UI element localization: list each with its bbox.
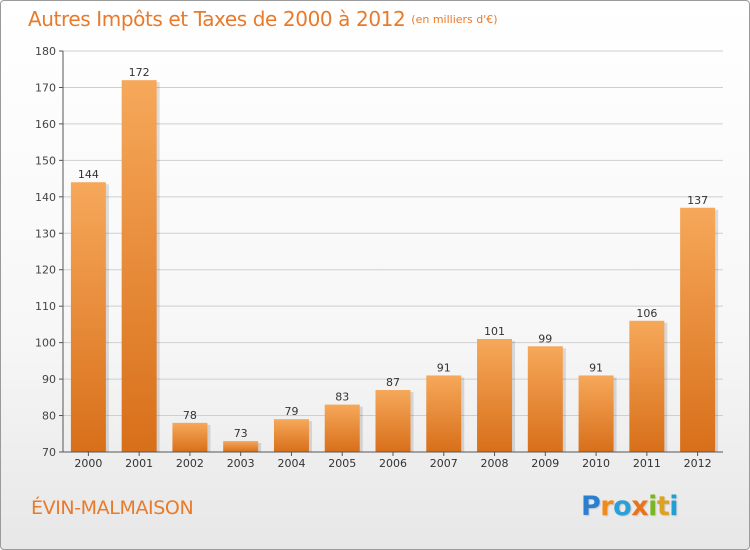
bar [324, 404, 360, 452]
bar-value-label: 73 [234, 427, 248, 440]
bars [70, 80, 719, 452]
y-tick-label: 130 [35, 227, 56, 240]
y-tick-label: 140 [35, 191, 56, 204]
y-tick-label: 100 [35, 337, 56, 350]
bar [426, 375, 462, 452]
y-tick-label: 70 [42, 446, 56, 459]
chart-title-text: Autres Impôts et Taxes de 2000 à 2012 [28, 7, 406, 31]
bar-value-label: 83 [335, 391, 349, 404]
y-tick-label: 180 [35, 45, 56, 58]
bar-value-label: 144 [78, 168, 99, 181]
bar [680, 207, 716, 452]
bar-value-label: 101 [484, 325, 505, 338]
bar-value-label: 99 [538, 332, 552, 345]
y-tick-label: 160 [35, 118, 56, 131]
bar [70, 182, 106, 452]
x-tick-label: 2011 [633, 457, 661, 470]
x-tick-label: 2012 [684, 457, 712, 470]
bar-value-label: 79 [284, 405, 298, 418]
logo-letter: i [648, 491, 657, 522]
x-tick-label: 2005 [328, 457, 356, 470]
y-tick-label: 110 [35, 300, 56, 313]
logo-letter: r [600, 491, 614, 522]
x-tick-label: 2001 [125, 457, 153, 470]
x-tick-label: 2000 [74, 457, 102, 470]
logo-letter: P [581, 491, 601, 522]
logo-letter: x [631, 491, 649, 522]
commune-name: ÉVIN-MALMAISON [31, 497, 194, 519]
bar [629, 320, 665, 452]
y-tick-label: 170 [35, 81, 56, 94]
bar [527, 346, 563, 452]
bar [121, 80, 157, 452]
logo-letter: i [669, 491, 679, 522]
x-tick-label: 2003 [227, 457, 255, 470]
bar [477, 338, 513, 452]
grid-lines [63, 50, 723, 417]
bar-value-label: 87 [386, 376, 400, 389]
bar-value-label: 91 [437, 361, 451, 374]
x-tick-label: 2002 [176, 457, 204, 470]
bar [578, 375, 614, 452]
axes [59, 50, 723, 456]
x-tick-label: 2008 [481, 457, 509, 470]
x-tick-label: 2006 [379, 457, 407, 470]
x-tick-label: 2007 [430, 457, 458, 470]
bar [273, 419, 309, 452]
logo-letter: o [613, 491, 632, 522]
bar-value-label: 106 [636, 307, 657, 320]
x-tick-label: 2009 [531, 457, 559, 470]
chart-title: Autres Impôts et Taxes de 2000 à 2012 (en… [28, 7, 498, 31]
bar-value-label: 91 [589, 361, 603, 374]
y-tick-label: 90 [42, 373, 56, 386]
labels: 70 80 90 100 110 120 130 140 150 160 170 180 144 2000… [35, 45, 712, 470]
y-tick-label: 120 [35, 264, 56, 277]
y-tick-label: 80 [42, 410, 56, 423]
x-tick-label: 2010 [582, 457, 610, 470]
bar-value-label: 78 [183, 409, 197, 422]
logo-letter: t [656, 491, 670, 522]
y-tick-label: 150 [35, 154, 56, 167]
bar [172, 422, 208, 452]
x-tick-label: 2004 [277, 457, 305, 470]
bar-value-label: 172 [129, 66, 150, 79]
bar [375, 390, 411, 452]
bar-value-label: 137 [687, 194, 708, 207]
proxiti-logo: Proxiti [581, 491, 679, 522]
chart-title-unit: (en milliers d'€) [411, 13, 498, 26]
bar [223, 441, 259, 452]
